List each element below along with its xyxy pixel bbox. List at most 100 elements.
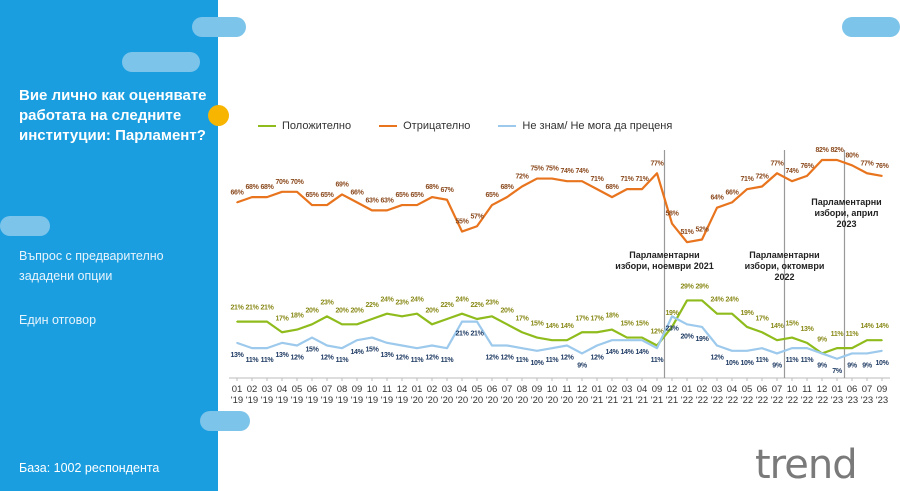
x-tick-label: 05 xyxy=(292,384,303,395)
x-tick-label: '19 xyxy=(246,395,258,406)
data-label: 68% xyxy=(245,184,259,191)
data-label: 14% xyxy=(605,349,619,356)
data-point xyxy=(791,180,793,182)
data-point xyxy=(401,315,403,318)
data-point xyxy=(476,225,478,228)
data-label: 12% xyxy=(290,355,304,362)
x-tick-label: '23 xyxy=(831,395,843,406)
x-tick-label: '20 xyxy=(516,395,528,406)
legend-negative: Отрицателно xyxy=(379,120,470,132)
data-point xyxy=(431,196,433,198)
data-label: 65% xyxy=(410,192,424,199)
data-point xyxy=(701,238,703,241)
data-label: 75% xyxy=(530,166,544,173)
decor-pill xyxy=(200,411,250,431)
x-tick-label: '22 xyxy=(696,395,708,406)
data-point xyxy=(281,191,283,193)
data-point xyxy=(701,326,703,328)
data-point xyxy=(761,331,763,334)
data-point xyxy=(296,328,298,331)
data-label: 11% xyxy=(846,331,860,338)
data-point xyxy=(371,336,373,339)
data-point xyxy=(416,312,418,315)
data-label: 10% xyxy=(875,360,889,367)
x-tick-label: '21 xyxy=(621,395,633,406)
data-point xyxy=(806,175,808,177)
x-tick-label: 03 xyxy=(622,384,633,395)
x-tick-label: '20 xyxy=(411,395,423,406)
data-point xyxy=(671,222,673,225)
data-point xyxy=(266,347,268,349)
data-point xyxy=(341,323,343,326)
data-label: 9% xyxy=(772,362,783,369)
data-point xyxy=(656,347,658,349)
data-label: 13% xyxy=(380,352,394,359)
data-point xyxy=(731,312,733,315)
data-label: 24% xyxy=(410,297,424,304)
data-point xyxy=(461,230,463,233)
data-label: 65% xyxy=(485,192,499,199)
data-point xyxy=(311,336,313,339)
data-label: 18% xyxy=(290,313,304,320)
data-point xyxy=(791,336,793,339)
data-label: 63% xyxy=(380,197,394,204)
data-label: 23% xyxy=(320,299,334,306)
data-label: 24% xyxy=(455,297,469,304)
data-label: 14% xyxy=(620,349,634,356)
series-line-0 xyxy=(237,299,882,355)
data-label: 15% xyxy=(365,347,379,354)
x-tick-label: '19 xyxy=(306,395,318,406)
data-label: 68% xyxy=(605,184,619,191)
data-point xyxy=(641,336,643,339)
data-point xyxy=(506,196,508,198)
x-tick-label: 01 xyxy=(682,384,693,395)
data-label: 67% xyxy=(440,187,454,194)
x-tick-label: 07 xyxy=(322,384,333,395)
data-point xyxy=(371,318,373,320)
data-point xyxy=(881,350,883,352)
data-point xyxy=(821,352,823,355)
data-point xyxy=(566,339,568,342)
data-point xyxy=(761,185,763,188)
data-label: 12% xyxy=(560,355,574,362)
data-label: 12% xyxy=(500,355,514,362)
data-point xyxy=(251,320,253,323)
x-tick-label: 11 xyxy=(382,384,392,395)
data-point xyxy=(341,347,343,349)
data-point xyxy=(581,180,583,182)
data-label: 21% xyxy=(245,305,259,312)
x-tick-label: '21 xyxy=(636,395,648,406)
data-point xyxy=(851,347,853,349)
data-point xyxy=(611,339,613,342)
left-panel xyxy=(0,0,218,491)
data-point xyxy=(521,331,523,334)
data-point xyxy=(761,347,763,349)
x-tick-label: '19 xyxy=(261,395,273,406)
data-label: 51% xyxy=(680,229,694,236)
data-point xyxy=(851,352,853,355)
x-tick-label: 12 xyxy=(667,384,678,395)
x-tick-label: 09 xyxy=(877,384,888,395)
data-label: 66% xyxy=(725,189,739,196)
data-label: 17% xyxy=(755,315,769,322)
data-label: 23% xyxy=(665,325,679,332)
data-label: 11% xyxy=(516,357,530,364)
x-tick-label: '22 xyxy=(816,395,828,406)
data-point xyxy=(776,172,778,175)
data-label: 52% xyxy=(695,227,709,234)
data-label: 9% xyxy=(862,362,873,369)
x-tick-label: '20 xyxy=(426,395,438,406)
x-tick-label: 09 xyxy=(352,384,363,395)
data-point xyxy=(416,347,418,349)
data-label: 17% xyxy=(575,315,589,322)
x-tick-label: 04 xyxy=(457,384,468,395)
election-annotation: Парламентарни xyxy=(629,250,699,260)
data-label: 17% xyxy=(590,315,604,322)
legend-positive: Положително xyxy=(258,120,351,132)
data-point xyxy=(791,347,793,349)
data-point xyxy=(386,312,388,315)
data-label: 11% xyxy=(786,357,800,364)
legend-label: Положително xyxy=(282,120,352,132)
data-point xyxy=(446,198,448,201)
x-tick-label: 04 xyxy=(727,384,738,395)
